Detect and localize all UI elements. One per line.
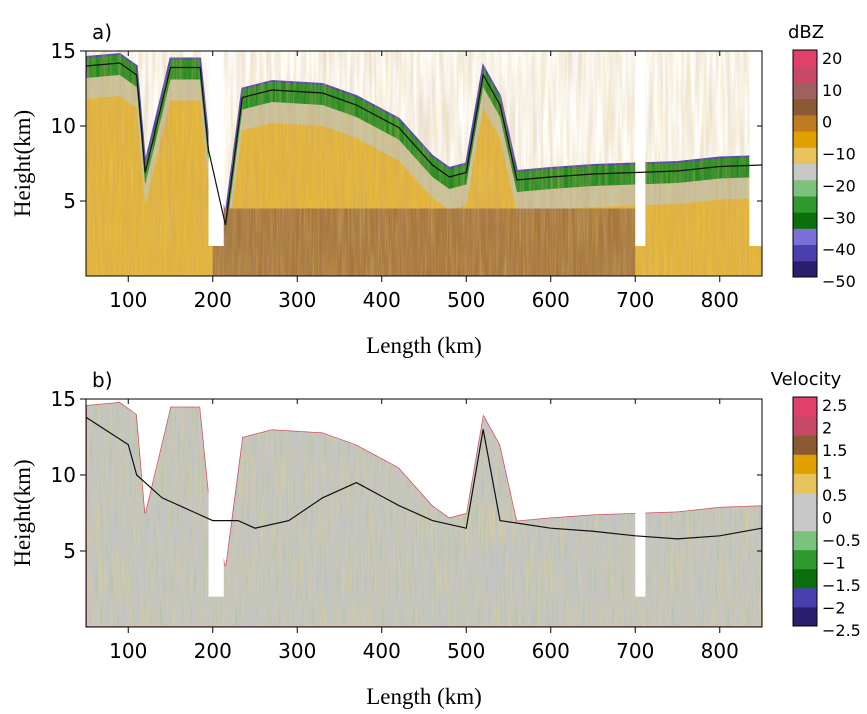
x-tick-label: 100 bbox=[109, 288, 147, 312]
colorbar-tick-label: −10 bbox=[822, 145, 856, 164]
x-tick-label: 400 bbox=[363, 639, 401, 663]
x-tick-label: 700 bbox=[616, 639, 654, 663]
x-tick-label: 700 bbox=[616, 288, 654, 312]
colorbar-swatch bbox=[793, 492, 817, 512]
colorbar-swatch bbox=[793, 260, 817, 278]
x-tick-label: 200 bbox=[194, 639, 232, 663]
colorbar-title: Velocity bbox=[771, 369, 842, 390]
colorbar-swatch bbox=[793, 212, 817, 229]
echo-gap bbox=[749, 51, 762, 246]
plot-area bbox=[86, 51, 762, 276]
colorbar-tick-label: 1 bbox=[822, 464, 832, 483]
y-tick-label: 15 bbox=[51, 39, 76, 63]
echo-gap bbox=[635, 399, 646, 597]
x-tick-label: 500 bbox=[447, 288, 485, 312]
colorbar-tick-label: −2 bbox=[822, 599, 846, 618]
x-tick-label: 600 bbox=[532, 288, 570, 312]
colorbar-swatch bbox=[793, 416, 817, 436]
colorbar-swatch bbox=[793, 66, 817, 83]
x-tick-label: 600 bbox=[532, 639, 570, 663]
colorbar-swatch bbox=[793, 82, 817, 100]
colorbar-tick-label: −1 bbox=[822, 554, 846, 573]
colorbar-swatch bbox=[793, 587, 817, 608]
colorbar-swatch bbox=[793, 511, 817, 532]
colorbar-swatch bbox=[793, 530, 817, 551]
colorbar-swatch bbox=[793, 244, 817, 262]
colorbar-tick-label: 0.5 bbox=[822, 486, 847, 505]
y-tick-label: 10 bbox=[51, 463, 76, 487]
y-tick-label: 5 bbox=[63, 189, 76, 213]
colorbar-tick-label: −2.5 bbox=[822, 621, 861, 640]
colorbar-tick-label: 2.5 bbox=[822, 396, 847, 415]
colorbar-swatch bbox=[793, 454, 817, 474]
y-axis-label: Height(km) bbox=[10, 459, 35, 566]
colorbar-frame bbox=[792, 396, 818, 627]
x-axis-label: Length (km) bbox=[366, 333, 482, 358]
x-tick-label: 800 bbox=[701, 639, 739, 663]
plot-frame bbox=[85, 398, 763, 628]
x-tick-label: 300 bbox=[278, 639, 316, 663]
panel-label: a) bbox=[92, 20, 112, 44]
colorbar-swatch bbox=[793, 549, 817, 570]
echo-gap bbox=[208, 51, 224, 246]
contour-line bbox=[86, 62, 762, 226]
colorbar-tick-label: −0.5 bbox=[822, 531, 861, 550]
y-tick-label: 10 bbox=[51, 114, 76, 138]
colorbar-swatch bbox=[793, 568, 817, 589]
colorbar-swatch bbox=[793, 131, 817, 148]
y-tick-label: 5 bbox=[63, 539, 76, 563]
colorbar-tick-label: −30 bbox=[822, 208, 856, 227]
texture-yellow bbox=[86, 51, 762, 276]
colorbar-tick-label: 0 bbox=[822, 113, 832, 132]
colorbar-tick-label: −50 bbox=[822, 272, 856, 291]
colorbar-tick-label: −20 bbox=[822, 176, 856, 195]
colorbar: dBZ 20 10 0 −10 −20 −30 −40 −50 bbox=[788, 22, 856, 291]
colorbar-swatch bbox=[793, 473, 817, 493]
y-axis-label: Height(km) bbox=[10, 110, 35, 217]
colorbar-swatch bbox=[793, 606, 817, 627]
x-axis-label: Length (km) bbox=[366, 684, 482, 709]
colorbar-frame bbox=[792, 49, 818, 278]
x-tick-label: 100 bbox=[109, 639, 147, 663]
x-tick-label: 500 bbox=[447, 639, 485, 663]
contour-line bbox=[86, 416, 762, 540]
colorbar-tick-label: −40 bbox=[822, 240, 856, 259]
colorbar-swatch bbox=[793, 228, 817, 246]
colorbar: Velocity 2.5 2 1.5 1 0.5 0 −0.5 −1 −1.5 −2 −2.5 bbox=[771, 369, 861, 640]
echo-gap bbox=[635, 51, 646, 246]
colorbar-title: dBZ bbox=[788, 22, 824, 43]
colorbar-swatch bbox=[793, 179, 817, 197]
colorbar-swatch bbox=[793, 397, 817, 417]
x-tick-label: 200 bbox=[194, 288, 232, 312]
colorbar-swatch bbox=[793, 98, 817, 116]
colorbar-swatch bbox=[793, 195, 817, 213]
colorbar-tick-label: 10 bbox=[822, 81, 842, 100]
panel-label: b) bbox=[92, 368, 113, 392]
colorbar-swatch bbox=[793, 114, 817, 132]
colorbar-swatch bbox=[793, 163, 817, 181]
colorbar-tick-label: 2 bbox=[822, 419, 832, 438]
y-tick-label: 15 bbox=[51, 387, 76, 411]
x-tick-label: 300 bbox=[278, 288, 316, 312]
outside-mask bbox=[86, 399, 762, 627]
colorbar-tick-label: −1.5 bbox=[822, 576, 861, 595]
echo-gap bbox=[208, 399, 224, 597]
x-tick-label: 400 bbox=[363, 288, 401, 312]
colorbar-swatch bbox=[793, 435, 817, 455]
plot-frame bbox=[85, 50, 763, 277]
colorbar-tick-label: 20 bbox=[822, 49, 842, 68]
colorbar-swatch bbox=[793, 147, 817, 164]
x-tick-label: 800 bbox=[701, 288, 739, 312]
colorbar-swatch bbox=[793, 50, 817, 67]
colorbar-tick-label: 1.5 bbox=[822, 441, 847, 460]
plot-area bbox=[86, 399, 762, 627]
colorbar-tick-label: 0 bbox=[822, 509, 832, 528]
